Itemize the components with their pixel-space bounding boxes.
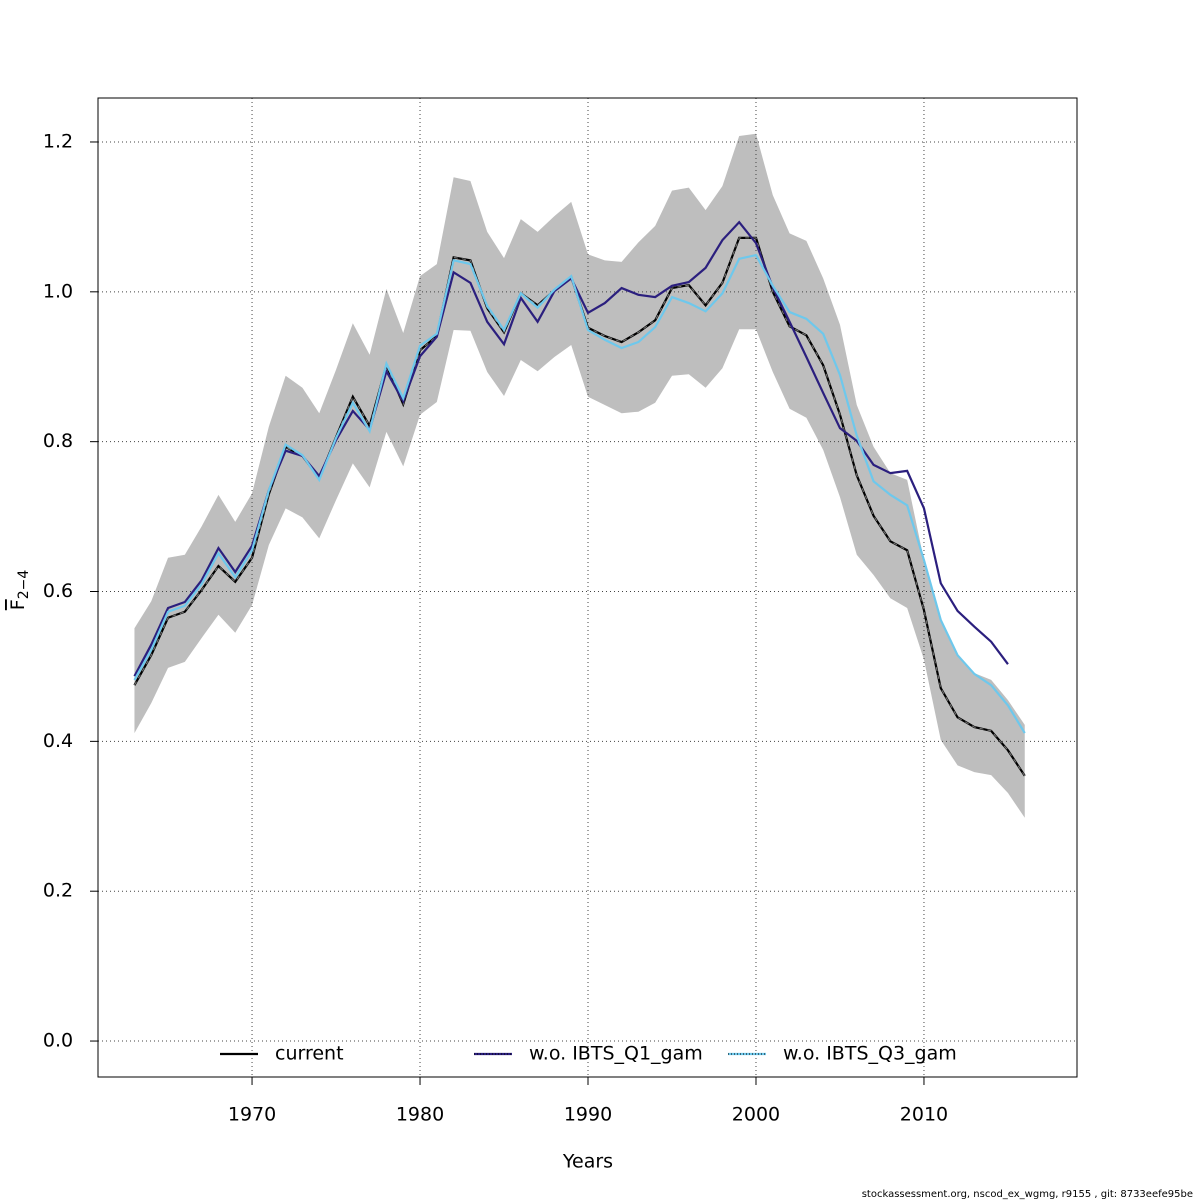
x-tick-label: 1970 [228, 1104, 276, 1126]
x-tick-label: 1980 [396, 1104, 444, 1126]
y-axis-label-main: F [7, 599, 29, 610]
y-tick-label: 0.2 [43, 880, 73, 902]
x-tick-label: 1990 [564, 1104, 612, 1126]
legend-label: current [275, 1043, 344, 1065]
y-axis-label-sub: 2−4 [16, 570, 32, 600]
y-tick-label: 0.4 [43, 730, 73, 752]
x-tick-label: 2010 [900, 1104, 948, 1126]
x-axis-label: Years [562, 1151, 613, 1173]
y-tick-label: 0.8 [43, 430, 73, 452]
plot-frame [97, 97, 1078, 1078]
y-tick-label: 1.2 [43, 130, 73, 152]
y-tick-label: 0.0 [43, 1030, 73, 1052]
x-tick-label: 2000 [732, 1104, 780, 1126]
y-tick-label: 1.0 [43, 280, 73, 302]
footer: stockassessment.org, nscod_ex_wgmg, r915… [862, 1189, 1193, 1200]
series-line [133, 253, 1026, 734]
y-tick-label: 0.6 [43, 580, 73, 602]
legend-label: w.o. IBTS_Q1_gam [529, 1043, 703, 1065]
confidence-band [134, 133, 1025, 818]
series-line-dash [134, 237, 1026, 777]
y-axis-label: F2−4 [7, 570, 33, 611]
legend-label: w.o. IBTS_Q3_gam [783, 1043, 957, 1065]
